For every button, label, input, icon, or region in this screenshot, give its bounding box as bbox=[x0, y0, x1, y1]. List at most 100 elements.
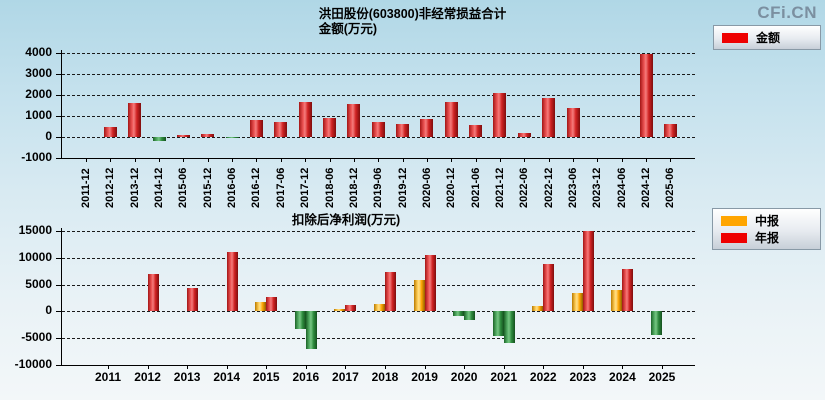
amount-swatch-icon bbox=[722, 32, 748, 43]
x-tick-mark bbox=[280, 158, 282, 162]
y-tick-mark bbox=[56, 95, 62, 96]
x-tick-mark bbox=[207, 158, 209, 162]
y-axis-label: -10000 bbox=[14, 357, 52, 371]
bar-金额-2015-06 bbox=[176, 134, 190, 137]
x-tick-mark bbox=[329, 158, 331, 162]
bar-年报-2023 bbox=[582, 231, 594, 312]
x-tick-mark bbox=[108, 365, 109, 369]
x-tick-mark bbox=[426, 158, 428, 162]
bar-年报-2014 bbox=[226, 252, 238, 312]
x-axis-label: 2020 bbox=[450, 370, 478, 384]
x-tick-mark bbox=[464, 365, 466, 369]
bar-金额-2017-12 bbox=[298, 101, 312, 137]
y-axis-label: 3000 bbox=[25, 66, 52, 80]
bar-年报-2018 bbox=[384, 272, 396, 312]
x-tick-mark bbox=[573, 158, 574, 162]
bar-年报-2013 bbox=[187, 287, 199, 312]
legend-label-amount: 金额 bbox=[756, 31, 781, 45]
y-tick-mark bbox=[56, 53, 62, 54]
gridline bbox=[62, 74, 695, 75]
x-tick-mark bbox=[147, 365, 149, 369]
x-tick-mark bbox=[305, 365, 307, 369]
bar-金额-2019-06 bbox=[371, 121, 385, 137]
bar-金额-2023-06 bbox=[566, 107, 580, 137]
chart1-title-block: 洪田股份(603800)非经常损益合计 金额(万元) bbox=[319, 7, 507, 37]
bar-中报-2020 bbox=[453, 311, 465, 317]
bar-中报-2015 bbox=[255, 301, 267, 312]
x-axis-line bbox=[61, 365, 695, 366]
x-axis-line bbox=[61, 158, 695, 159]
bar-金额-2017-06 bbox=[274, 122, 288, 137]
bar-年报-2022 bbox=[543, 263, 555, 312]
x-tick-mark bbox=[110, 158, 112, 162]
bar-金额-2012-12 bbox=[103, 126, 117, 137]
x-axis-label: 2013 bbox=[173, 370, 201, 384]
bar-年报-2020 bbox=[464, 311, 476, 320]
bar-中报-2023 bbox=[571, 293, 583, 312]
gridline bbox=[62, 137, 695, 138]
annual-swatch-icon bbox=[721, 232, 747, 243]
x-tick-mark bbox=[524, 158, 526, 162]
y-axis-line bbox=[61, 50, 62, 158]
legend-item-annual: 年报 bbox=[721, 230, 812, 245]
x-tick-mark bbox=[266, 365, 268, 369]
bar-年报-2015 bbox=[266, 296, 278, 312]
y-axis-line bbox=[61, 228, 62, 365]
x-axis-label: 2016 bbox=[292, 370, 320, 384]
bar-金额-2024-12 bbox=[639, 54, 653, 137]
y-tick-mark bbox=[56, 257, 62, 259]
y-axis-label: 0 bbox=[45, 303, 52, 318]
gridline bbox=[62, 311, 695, 313]
bar-金额-2025-06 bbox=[663, 124, 677, 137]
x-tick-mark bbox=[661, 365, 663, 369]
y-tick-mark bbox=[56, 158, 62, 159]
x-tick-mark bbox=[424, 365, 426, 369]
x-axis-label: 2018 bbox=[371, 370, 399, 384]
x-tick-mark bbox=[402, 158, 404, 162]
bar-金额-2018-06 bbox=[323, 117, 336, 137]
gridline bbox=[62, 284, 695, 286]
bar-中报-2022 bbox=[532, 305, 544, 312]
y-axis-label: 0 bbox=[45, 129, 52, 143]
bar-金额-2021-12 bbox=[493, 92, 507, 137]
x-axis-label: 2021 bbox=[490, 370, 518, 384]
x-axis-label: 2012 bbox=[134, 370, 161, 384]
x-tick-mark bbox=[305, 158, 307, 162]
y-tick-mark bbox=[56, 365, 62, 366]
x-axis-label: 2025 bbox=[648, 370, 676, 384]
bar-金额-2022-12 bbox=[542, 97, 556, 137]
x-tick-mark bbox=[345, 365, 347, 369]
chart1-subtitle: 金额(万元) bbox=[318, 22, 378, 36]
x-tick-mark bbox=[621, 158, 623, 162]
x-axis-label: 2022 bbox=[529, 370, 557, 384]
x-tick-mark bbox=[134, 158, 136, 162]
x-axis-label: 2023 bbox=[569, 370, 597, 384]
x-axis-label: 2011 bbox=[94, 370, 122, 384]
gridline bbox=[62, 257, 695, 259]
chart1-title: 洪田股份(603800)非经常损益合计 bbox=[318, 7, 507, 21]
x-tick-mark bbox=[475, 158, 477, 162]
y-tick-mark bbox=[56, 338, 62, 340]
bar-中报-2016 bbox=[294, 311, 306, 330]
bar-中报-2021 bbox=[492, 311, 504, 336]
y-axis-label: -5000 bbox=[21, 330, 52, 345]
bar-年报-2024 bbox=[622, 269, 634, 312]
bar-金额-2020-06 bbox=[420, 119, 434, 137]
y-tick-mark bbox=[56, 284, 62, 286]
y-axis-label: 10000 bbox=[18, 249, 52, 264]
chart2-title: 扣除后净利润(万元) bbox=[291, 213, 401, 227]
bar-中报-2024 bbox=[611, 289, 623, 312]
x-tick-mark bbox=[232, 158, 234, 162]
bar-金额-2018-12 bbox=[347, 103, 361, 137]
gridline bbox=[62, 338, 695, 340]
x-tick-mark bbox=[183, 158, 185, 162]
y-axis-label: -1000 bbox=[21, 150, 52, 164]
legend-label-annual: 年报 bbox=[755, 231, 780, 245]
x-tick-mark bbox=[543, 365, 545, 369]
bar-年报-2021 bbox=[503, 311, 515, 344]
x-tick-mark bbox=[646, 158, 648, 162]
y-tick-mark bbox=[56, 137, 62, 138]
